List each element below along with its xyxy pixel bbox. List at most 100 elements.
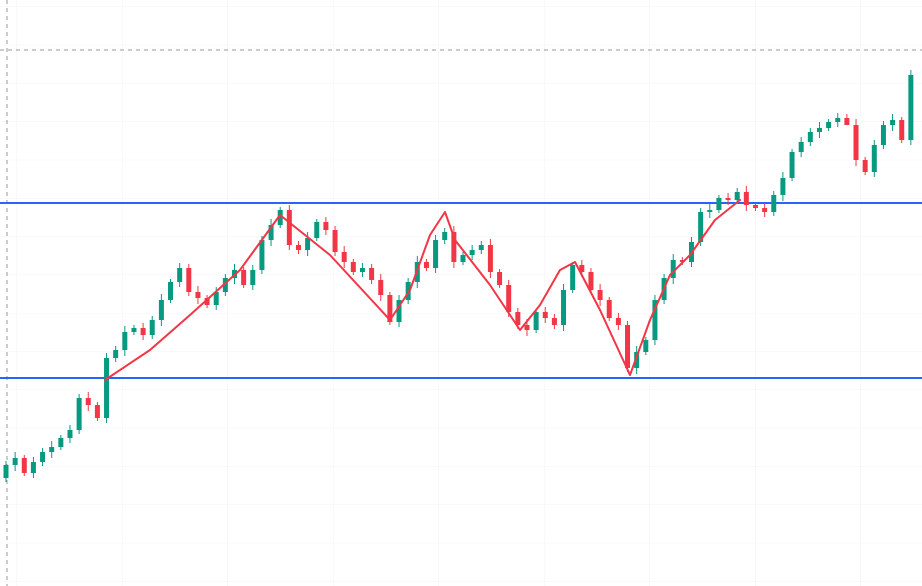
candle-body [423,262,429,268]
candle-body [94,405,100,418]
candle-body [561,290,567,325]
candle-body [195,292,201,298]
candle-body [890,120,896,125]
candle-body [21,458,27,473]
candle-body [433,240,439,268]
candle-body [497,272,503,285]
candle-body [670,260,676,278]
candle-body [725,198,731,200]
candle-body [780,178,786,195]
candle-body [104,358,110,418]
candle-body [716,198,722,210]
candle-body [369,268,375,280]
candle-body [643,340,649,352]
candle-body [177,268,183,282]
candle-body [58,438,64,447]
candle-body [341,252,347,262]
candle-body [542,312,548,318]
candle-body [40,452,46,462]
candle-body [597,290,603,300]
candle-body [350,262,356,272]
candle-body [551,318,557,325]
candle-body [85,398,91,405]
candle-body [652,300,658,340]
candle-body [570,265,576,290]
candle-body [469,250,475,255]
candle-body [752,205,758,208]
candle-body [533,312,539,330]
candle-body [295,245,301,250]
candle-body [204,298,210,305]
candle-body [149,320,155,335]
candle-body [853,125,859,160]
candle-body [478,245,484,250]
candle-body [12,458,18,465]
candle-body [222,278,228,292]
candle-body [524,325,530,330]
candle-body [899,120,905,140]
candle-body [168,282,174,300]
candle-body [698,212,704,242]
candle-body [122,332,128,350]
candle-body [76,398,82,430]
candle-body [30,462,36,473]
candle-body [625,325,631,368]
candle-body [186,268,192,292]
candle-body [259,240,265,270]
candle-body [277,210,283,225]
candle-body [305,238,311,250]
candle-body [707,210,713,212]
candle-body [332,230,338,252]
candle-body [743,192,749,205]
candle-body [314,222,320,238]
candle-body [359,268,365,272]
candle-body [378,280,384,295]
candle-body [286,210,292,245]
candle-body [506,285,512,312]
candle-body [789,152,795,178]
candle-body [588,272,594,290]
candle-body [268,225,274,240]
candle-body [835,118,841,122]
drawn-curve [104,199,741,381]
candle-body [816,128,822,132]
candle-body [880,125,886,145]
horizontal-lines [0,202,922,379]
candle-body [131,328,137,332]
candle-body [615,318,621,325]
candle-body [844,118,850,125]
candle-body [734,192,740,200]
candle-body [451,232,457,262]
candle-body [871,145,877,172]
candle-body [762,208,768,212]
candle-body [250,270,256,285]
candle-body [460,255,466,262]
candle-body [487,245,493,272]
candle-body [634,352,640,368]
candle-body [3,465,9,478]
candle-body [387,295,393,322]
candle-body [606,300,612,318]
candle-body [679,260,685,262]
candle-body [579,265,585,272]
candle-body [67,430,73,438]
candle-body [323,222,329,230]
candle-body [908,75,914,140]
candle-body [158,300,164,320]
candle-body [140,328,146,335]
candle-body [862,160,868,172]
candle-body [442,232,448,240]
candle-body [49,447,55,452]
candle-body [771,195,777,212]
candle-body [826,122,832,128]
candle-body [515,312,521,325]
candle-body [213,292,219,305]
candle-body [807,132,813,142]
candle-body [113,350,119,358]
candle-body [241,270,247,285]
candle-body [798,142,804,152]
candle-body [396,300,402,322]
